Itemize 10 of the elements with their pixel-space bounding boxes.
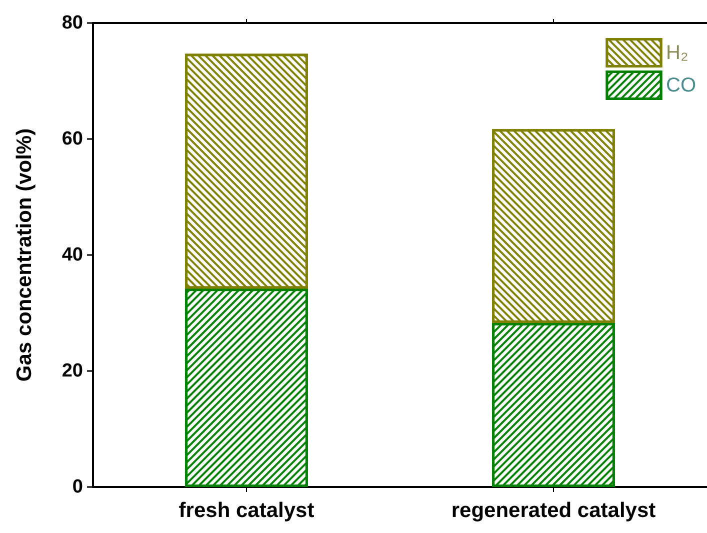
y-tick-label: 80 (62, 12, 83, 34)
legend-label: CO (666, 74, 696, 96)
x-tick-label: regenerated catalyst (451, 499, 656, 522)
y-tick-label: 0 (72, 476, 83, 498)
y-tick-label: 20 (62, 360, 83, 382)
y-tick-label: 60 (62, 128, 83, 150)
x-tick-label: fresh catalyst (178, 499, 314, 522)
y-tick-label: 40 (62, 244, 83, 266)
y-axis-title: Gas concentration (vol%) (13, 128, 36, 382)
legend-label: H₂ (666, 42, 688, 64)
